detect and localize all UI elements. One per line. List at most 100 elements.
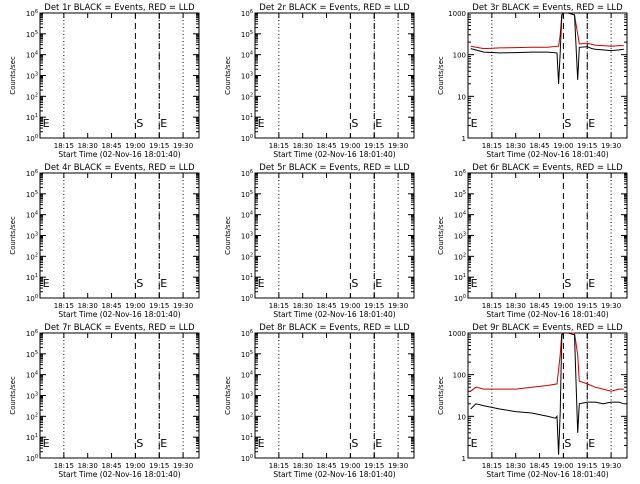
y-tick-label: 102 bbox=[26, 92, 38, 101]
x-tick-label: 18:30 bbox=[78, 142, 98, 150]
event-marker-label: S bbox=[564, 437, 571, 450]
x-axis-label: Start Time (02-Nov-16 18:01:40) bbox=[58, 150, 180, 159]
series-line-1 bbox=[470, 332, 624, 455]
y-tick-label: 103 bbox=[26, 232, 38, 241]
series-line-1 bbox=[470, 12, 624, 84]
event-marker-label: S bbox=[351, 277, 358, 290]
x-tick-label: 19:30 bbox=[388, 462, 408, 470]
y-tick-label: 106 bbox=[241, 169, 253, 178]
plot-frame bbox=[467, 172, 628, 299]
y-tick-label: 100 bbox=[453, 372, 466, 380]
y-tick-label: 106 bbox=[241, 9, 253, 18]
panel-1: Det 1r BLACK = Events, RED = LLD 100 101 10… bbox=[9, 3, 200, 159]
plot-frame bbox=[467, 12, 628, 139]
y-tick-label: 106 bbox=[26, 329, 38, 338]
y-tick-label: 103 bbox=[26, 72, 38, 81]
x-tick-label: 19:15 bbox=[149, 142, 169, 150]
y-axis-label: Counts/sec bbox=[224, 56, 232, 95]
y-tick-label: 104 bbox=[454, 211, 466, 220]
panel-title: Det 6r BLACK = Events, RED = LLD bbox=[472, 163, 623, 173]
panel-title: Det 2r BLACK = Events, RED = LLD bbox=[259, 3, 410, 13]
y-tick-label: 102 bbox=[26, 412, 38, 421]
x-tick-label: 18:30 bbox=[78, 462, 98, 470]
x-tick-label: 19:15 bbox=[364, 142, 384, 150]
y-axis-label: Counts/sec bbox=[224, 376, 232, 415]
x-tick-label: 18:45 bbox=[101, 302, 121, 310]
y-tick-label: 105 bbox=[26, 30, 38, 39]
x-tick-label: 18:45 bbox=[101, 142, 121, 150]
x-tick-label: 18:45 bbox=[316, 462, 336, 470]
x-tick-label: 19:30 bbox=[601, 462, 621, 470]
x-tick-label: 18:15 bbox=[482, 142, 502, 150]
y-tick-label: 100 bbox=[26, 454, 38, 463]
plot-frame bbox=[254, 332, 415, 459]
x-tick-label: 18:15 bbox=[269, 142, 289, 150]
event-marker-label: E bbox=[43, 117, 50, 130]
event-marker-label: E bbox=[43, 277, 50, 290]
event-marker-label: E bbox=[160, 277, 167, 290]
x-tick-label: 19:00 bbox=[553, 462, 573, 470]
y-tick-label: 106 bbox=[26, 9, 38, 18]
y-tick-label: 104 bbox=[241, 211, 253, 220]
x-tick-label: 18:45 bbox=[529, 302, 549, 310]
y-tick-label: 104 bbox=[26, 211, 38, 220]
x-tick-label: 18:45 bbox=[316, 142, 336, 150]
x-tick-label: 18:45 bbox=[316, 302, 336, 310]
event-marker-label: S bbox=[136, 277, 143, 290]
y-tick-label: 102 bbox=[241, 412, 253, 421]
y-tick-label: 103 bbox=[241, 392, 253, 401]
series-line-0 bbox=[470, 332, 624, 392]
event-marker-label: E bbox=[258, 437, 265, 450]
x-tick-label: 18:45 bbox=[529, 462, 549, 470]
event-marker-label: E bbox=[588, 437, 595, 450]
event-marker-label: S bbox=[351, 117, 358, 130]
x-tick-label: 18:30 bbox=[293, 142, 313, 150]
x-axis-label: Start Time (02-Nov-16 18:01:40) bbox=[486, 150, 608, 159]
x-tick-label: 18:45 bbox=[529, 142, 549, 150]
x-tick-label: 19:15 bbox=[577, 302, 597, 310]
panel-3: Det 3r BLACK = Events, RED = LLD 1 10 100 10… bbox=[437, 3, 628, 159]
x-axis-label: Start Time (02-Nov-16 18:01:40) bbox=[486, 310, 608, 319]
x-tick-label: 18:30 bbox=[293, 462, 313, 470]
event-marker-label: S bbox=[136, 437, 143, 450]
y-tick-label: 1000 bbox=[448, 10, 466, 18]
y-tick-label: 102 bbox=[241, 252, 253, 261]
x-tick-label: 18:30 bbox=[506, 302, 526, 310]
y-tick-label: 106 bbox=[26, 169, 38, 178]
y-tick-label: 102 bbox=[241, 92, 253, 101]
panel-title: Det 7r BLACK = Events, RED = LLD bbox=[44, 323, 195, 333]
plot-frame bbox=[39, 172, 200, 299]
x-tick-label: 18:30 bbox=[506, 462, 526, 470]
event-marker-label: E bbox=[471, 437, 478, 450]
y-tick-label: 104 bbox=[26, 51, 38, 60]
x-tick-label: 19:00 bbox=[340, 462, 360, 470]
x-tick-label: 19:15 bbox=[149, 302, 169, 310]
y-tick-label: 105 bbox=[241, 190, 253, 199]
y-tick-label: 105 bbox=[26, 190, 38, 199]
panel-title: Det 1r BLACK = Events, RED = LLD bbox=[44, 3, 195, 13]
panel-6: Det 6r BLACK = Events, RED = LLD 100 101 10… bbox=[437, 163, 628, 319]
x-tick-label: 19:30 bbox=[173, 142, 193, 150]
event-marker-label: S bbox=[351, 437, 358, 450]
x-tick-label: 19:15 bbox=[577, 462, 597, 470]
y-tick-label: 102 bbox=[454, 252, 466, 261]
panel-title: Det 5r BLACK = Events, RED = LLD bbox=[259, 163, 410, 173]
x-tick-label: 19:15 bbox=[364, 462, 384, 470]
panel-4: Det 4r BLACK = Events, RED = LLD 100 101 10… bbox=[9, 163, 200, 319]
plot-frame bbox=[39, 332, 200, 459]
x-tick-label: 19:00 bbox=[125, 142, 145, 150]
x-tick-label: 18:30 bbox=[506, 142, 526, 150]
y-tick-label: 105 bbox=[241, 30, 253, 39]
x-tick-label: 19:15 bbox=[149, 462, 169, 470]
event-marker-label: E bbox=[160, 437, 167, 450]
y-axis-label: Counts/sec bbox=[437, 56, 445, 95]
panel-9: Det 9r BLACK = Events, RED = LLD 1 10 100 10… bbox=[437, 323, 628, 479]
y-tick-label: 103 bbox=[454, 232, 466, 241]
x-axis-label: Start Time (02-Nov-16 18:01:40) bbox=[273, 310, 395, 319]
panel-title: Det 4r BLACK = Events, RED = LLD bbox=[44, 163, 195, 173]
x-axis-label: Start Time (02-Nov-16 18:01:40) bbox=[486, 470, 608, 479]
panel-title: Det 3r BLACK = Events, RED = LLD bbox=[472, 3, 623, 13]
x-tick-label: 18:45 bbox=[101, 462, 121, 470]
x-tick-label: 18:30 bbox=[293, 302, 313, 310]
